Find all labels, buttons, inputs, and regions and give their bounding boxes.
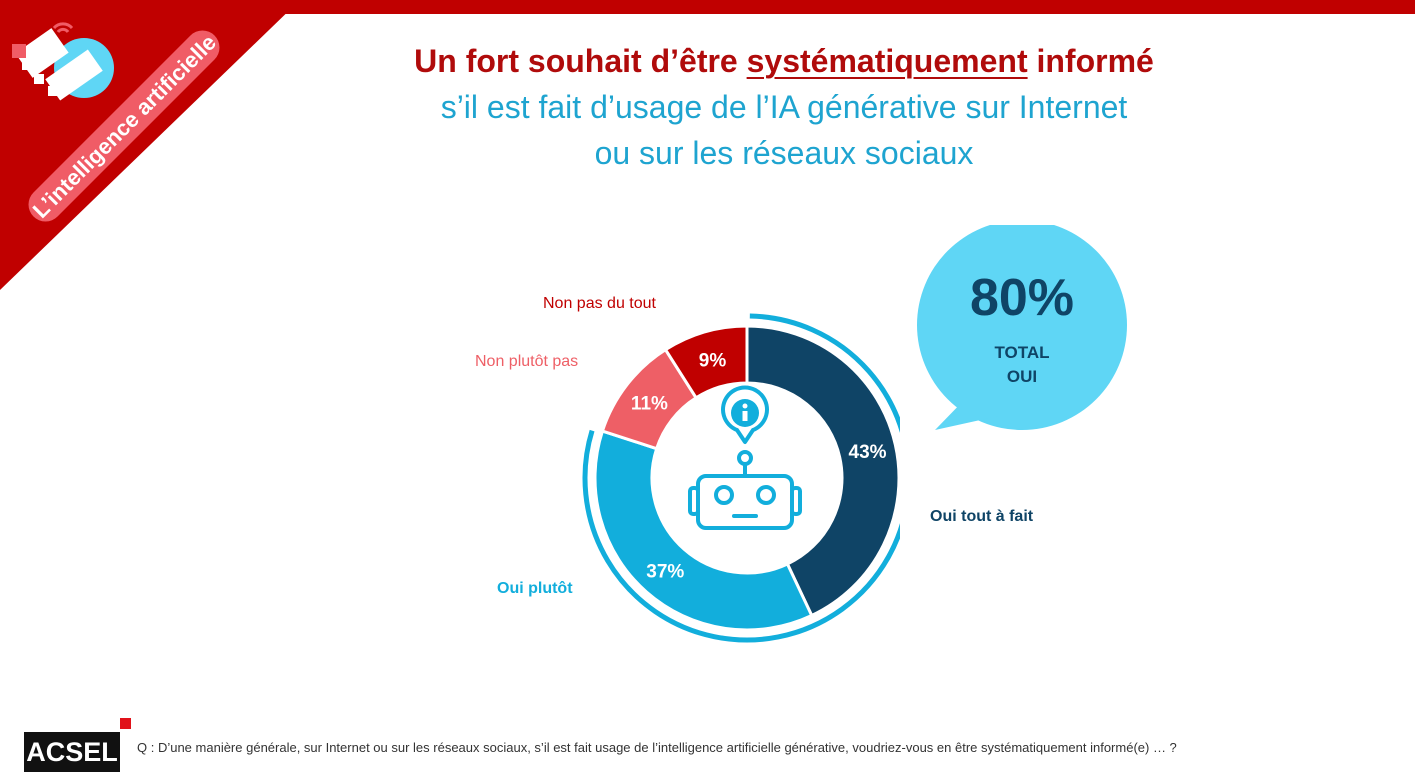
value-label-oui-tout-a-fait: 43% xyxy=(849,442,887,463)
info-icon xyxy=(721,385,769,444)
slice-non-pas-du-tout xyxy=(663,324,749,400)
survey-question: Q : D’une manière générale, sur Internet… xyxy=(137,740,1177,755)
total-label-line-2: OUI xyxy=(1006,367,1038,386)
title-block: Un fort souhait d’être systématiquement … xyxy=(300,38,1268,176)
subtitle-line-1: s’il est fait d’usage de l’IA générative… xyxy=(440,89,1128,125)
donut-slices xyxy=(593,324,900,632)
title-part: informé xyxy=(1027,43,1154,79)
title-part: Un fort souhait d’être xyxy=(414,43,747,79)
category-label-non-pas-du-tout: Non pas du tout xyxy=(543,295,656,312)
value-label-non-pas-du-tout: 9% xyxy=(699,350,727,371)
subtitle-line-2: ou sur les réseaux sociaux xyxy=(594,135,974,171)
category-label-oui-plutot: Oui plutôt xyxy=(497,580,573,597)
title-emphasis: systématiquement xyxy=(746,43,1028,79)
slice-oui-plutot xyxy=(593,429,814,632)
total-label-line-1: TOTAL xyxy=(994,343,1050,362)
value-label-oui-plutot: 37% xyxy=(646,562,684,583)
total-value: 80% xyxy=(969,269,1075,327)
outer-arcs xyxy=(582,313,900,643)
slice-oui-tout-a-fait xyxy=(745,324,900,618)
oui-group-arc xyxy=(582,313,900,643)
value-label-non-plutot-pas: 11% xyxy=(631,393,668,414)
corner-badge: L’intelligence artificielle xyxy=(0,0,300,290)
donut-chart: 43% 37% 11% 9% xyxy=(582,313,900,643)
total-speech-bubble xyxy=(917,225,1127,430)
acsel-logo: ACSEL xyxy=(24,732,120,772)
handshake-icon xyxy=(12,22,114,101)
slice-value-labels: 43% 37% 11% 9% xyxy=(631,350,887,582)
page-title: Un fort souhait d’être systématiquement … xyxy=(300,38,1268,84)
top-accent-bar xyxy=(0,0,1415,14)
robot-icon xyxy=(688,450,802,530)
category-label-non-plutot-pas: Non plutôt pas xyxy=(475,353,579,370)
logo-accent-square xyxy=(120,718,131,729)
category-label-oui-tout-a-fait: Oui tout à fait xyxy=(930,508,1034,525)
